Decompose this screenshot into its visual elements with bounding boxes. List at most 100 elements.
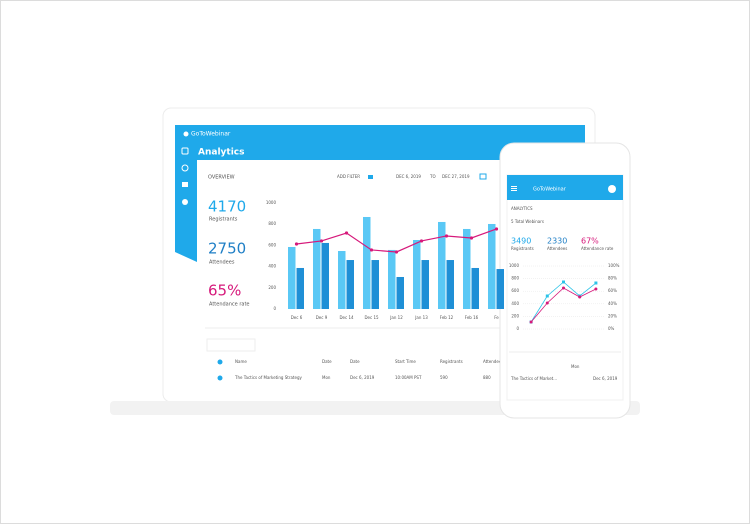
menu-icon[interactable] (511, 186, 517, 187)
x-tick-label: Fe (494, 315, 499, 320)
point (529, 320, 533, 324)
calendar-icon[interactable] (479, 173, 487, 180)
point (594, 281, 598, 285)
bar (413, 239, 421, 309)
bar (346, 260, 354, 309)
stat-value: 2330 (547, 237, 567, 246)
checkbox[interactable] (217, 359, 223, 365)
logo-icon (183, 131, 189, 137)
y-tick-label: 800 (511, 276, 519, 281)
stat-value: 65% (208, 282, 241, 300)
row-cell: Mon (571, 364, 580, 369)
page-title: Analytics (198, 148, 244, 158)
table-cell: Dec 6, 2019 (350, 375, 375, 380)
bar (371, 260, 379, 309)
stat-value: 3490 (511, 237, 531, 246)
bar (321, 242, 329, 309)
x-tick-label: Dec 9 (316, 315, 328, 320)
point (494, 227, 499, 231)
date-to-word: TO (429, 174, 436, 179)
bar (496, 269, 504, 309)
row-cell: The Tactics of Market... (510, 376, 557, 381)
y-tick-label: 200 (511, 313, 519, 318)
phone-header (507, 175, 623, 200)
stat-value: 2750 (208, 240, 246, 258)
table-cell: The Tactics of Marketing Strategy (234, 375, 302, 380)
bar (446, 260, 454, 309)
table-header: Registrants (440, 359, 463, 364)
table-cell: 880 (483, 375, 491, 380)
nav-icon[interactable] (182, 199, 188, 205)
table: Name Date Date Start Time Registrants Attende… (217, 359, 503, 381)
bar (288, 246, 296, 309)
bar (471, 267, 479, 309)
y-tick-label: 1000 (509, 263, 520, 268)
date-from[interactable]: DEC 6, 2019 (396, 174, 421, 179)
point (419, 239, 424, 243)
y-tick-label: 0 (516, 326, 519, 331)
menu-icon[interactable] (511, 190, 517, 191)
bar (421, 260, 429, 309)
stat-label: Attendance rate (581, 246, 614, 251)
y-tick-label: 800 (268, 221, 276, 226)
y2-tick-label: 40% (608, 301, 617, 306)
point (578, 295, 582, 299)
point (319, 239, 324, 243)
y2-tick-label: 100% (608, 263, 620, 268)
section-label: OVERVIEW (208, 175, 235, 181)
x-tick-label: Feb 16 (465, 315, 479, 320)
filter-icon[interactable] (368, 175, 373, 179)
y-tick-label: 400 (511, 301, 519, 306)
stat-label: Registrants (511, 246, 534, 251)
y-tick-label: 400 (268, 264, 276, 269)
y2-tick-label: 0% (608, 326, 615, 331)
checkbox[interactable] (217, 375, 223, 381)
add-filter[interactable]: ADD FILTER (337, 174, 360, 179)
table-tab[interactable] (206, 338, 256, 352)
point (469, 236, 474, 240)
point (394, 250, 399, 254)
point (594, 287, 598, 291)
point (444, 234, 449, 238)
table-header: Date (350, 359, 360, 364)
y2-tick-label: 20% (608, 313, 617, 318)
x-tick-label: Jan 12 (389, 315, 403, 320)
bar (296, 267, 304, 309)
table-header: Attendees (483, 359, 503, 364)
avatar[interactable] (608, 185, 616, 193)
bar (438, 221, 446, 309)
phone-section: ANALYTICS (511, 206, 533, 211)
phone-subtitle: 5 Total Webinars (511, 219, 544, 224)
stat-label: Attendees (547, 246, 567, 251)
table-header: Date (322, 359, 332, 364)
row-cell: Dec 6, 2019 (593, 376, 618, 381)
y-tick-label: 200 (268, 285, 276, 290)
y2-tick-label: 60% (608, 288, 617, 293)
phone-screen (506, 174, 624, 401)
stat-value: 67% (581, 237, 599, 246)
bar (463, 228, 471, 309)
x-tick-label: Jan 13 (414, 315, 428, 320)
nav-icon[interactable] (181, 147, 189, 155)
point (294, 242, 299, 246)
point (545, 301, 549, 305)
nav-icon[interactable] (181, 164, 189, 172)
y-tick-label: 600 (511, 288, 519, 293)
point (545, 294, 549, 298)
stat-label: Attendance rate (209, 302, 249, 308)
phone-logo: GoToWebinar (533, 187, 567, 193)
bar (313, 228, 321, 309)
nav-icon[interactable] (182, 182, 188, 187)
y-tick-label: 1000 (266, 200, 277, 205)
bar (488, 223, 496, 309)
bar (388, 249, 396, 309)
menu-icon[interactable] (511, 188, 517, 189)
date-to[interactable]: DEC 27, 2019 (442, 174, 470, 179)
table-header: Start Time (395, 359, 416, 364)
table-cell: 590 (440, 375, 448, 380)
table-cell: 10:00AM PST (395, 375, 422, 380)
sidebar (175, 125, 197, 262)
x-tick-label: Dec 15 (364, 315, 379, 320)
bar (338, 251, 346, 309)
